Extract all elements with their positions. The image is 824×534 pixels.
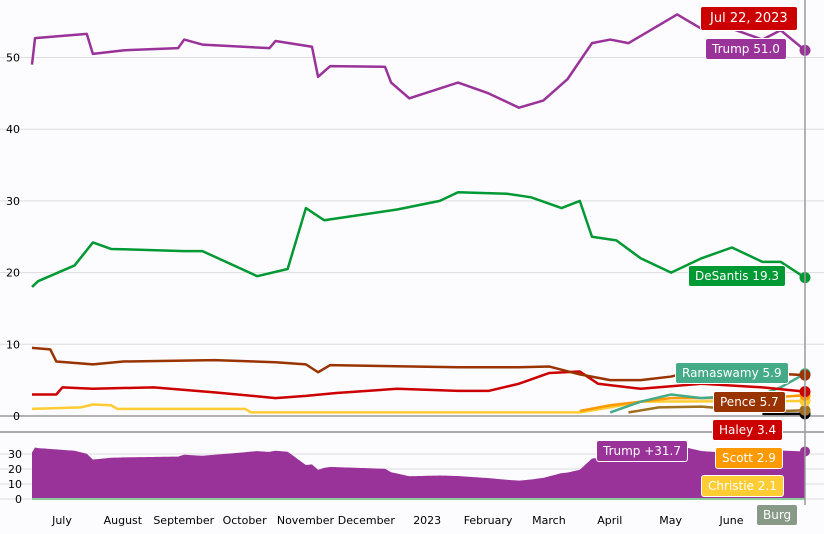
y-tick-label: 50 xyxy=(6,52,20,65)
series-label-trump: Trump 51.0 xyxy=(705,38,787,60)
series-line-desantis xyxy=(31,191,806,288)
series-label-burgum: Burg xyxy=(756,504,799,526)
y-tick-label: 30 xyxy=(6,195,20,208)
x-tick-label: April xyxy=(597,514,622,527)
series-label-haley: Haley 3.4 xyxy=(712,419,784,441)
x-tick-label: June xyxy=(719,514,744,527)
margin-y-tick-label: 30 xyxy=(8,448,22,461)
series-label-pence: Pence 5.7 xyxy=(713,391,786,413)
x-tick-label: December xyxy=(338,514,396,527)
margin-y-tick-label: 10 xyxy=(8,478,22,491)
series-label-scott: Scott 2.9 xyxy=(715,447,783,469)
x-tick-label: February xyxy=(464,514,513,527)
series-line-trump xyxy=(30,13,806,109)
series-label-christie: Christie 2.1 xyxy=(701,475,784,497)
y-tick-label: 10 xyxy=(6,338,20,351)
x-tick-label: August xyxy=(104,514,143,527)
x-tick-label: 2023 xyxy=(413,514,441,527)
y-tick-label: 0 xyxy=(13,410,20,423)
series-line-christie xyxy=(31,399,806,414)
y-tick-label: 20 xyxy=(6,267,20,280)
series-label-ramaswamy: Ramaswamy 5.9 xyxy=(675,362,789,384)
x-tick-label: October xyxy=(223,514,267,527)
x-tick-label: July xyxy=(51,514,72,527)
margin-label: Trump +31.7 xyxy=(596,440,688,462)
x-tick-label: March xyxy=(532,514,566,527)
margin-y-tick-label: 0 xyxy=(15,493,22,506)
margin-y-tick-label: 20 xyxy=(8,463,22,476)
x-tick-label: November xyxy=(277,514,335,527)
series-line-haley xyxy=(32,370,806,400)
x-tick-label: May xyxy=(659,514,682,527)
cursor-date-label: Jul 22, 2023 xyxy=(700,6,798,31)
series-label-desantis: DeSantis 19.3 xyxy=(688,265,787,287)
y-tick-label: 40 xyxy=(6,123,20,136)
x-tick-label: September xyxy=(153,514,214,527)
